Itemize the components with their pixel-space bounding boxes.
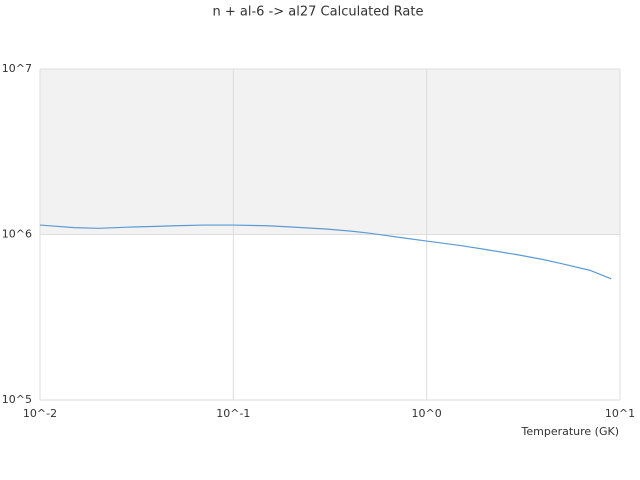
chart-title: n + al-6 -> al27 Calculated Rate	[213, 5, 424, 20]
x-tick-label: 10^0	[412, 407, 442, 420]
x-tick-label: 10^1	[605, 407, 635, 420]
y-tick-label: 10^6	[2, 228, 32, 241]
x-tick-label: 10^-2	[23, 407, 57, 420]
y-tick-label: 10^5	[2, 393, 32, 406]
x-tick-label: 10^-1	[216, 407, 250, 420]
plot-band	[40, 69, 620, 235]
x-axis-label: Temperature (GK)	[521, 425, 620, 438]
data-line	[39, 224, 612, 280]
plot-background	[40, 69, 620, 235]
y-tick-label: 10^7	[2, 62, 32, 75]
